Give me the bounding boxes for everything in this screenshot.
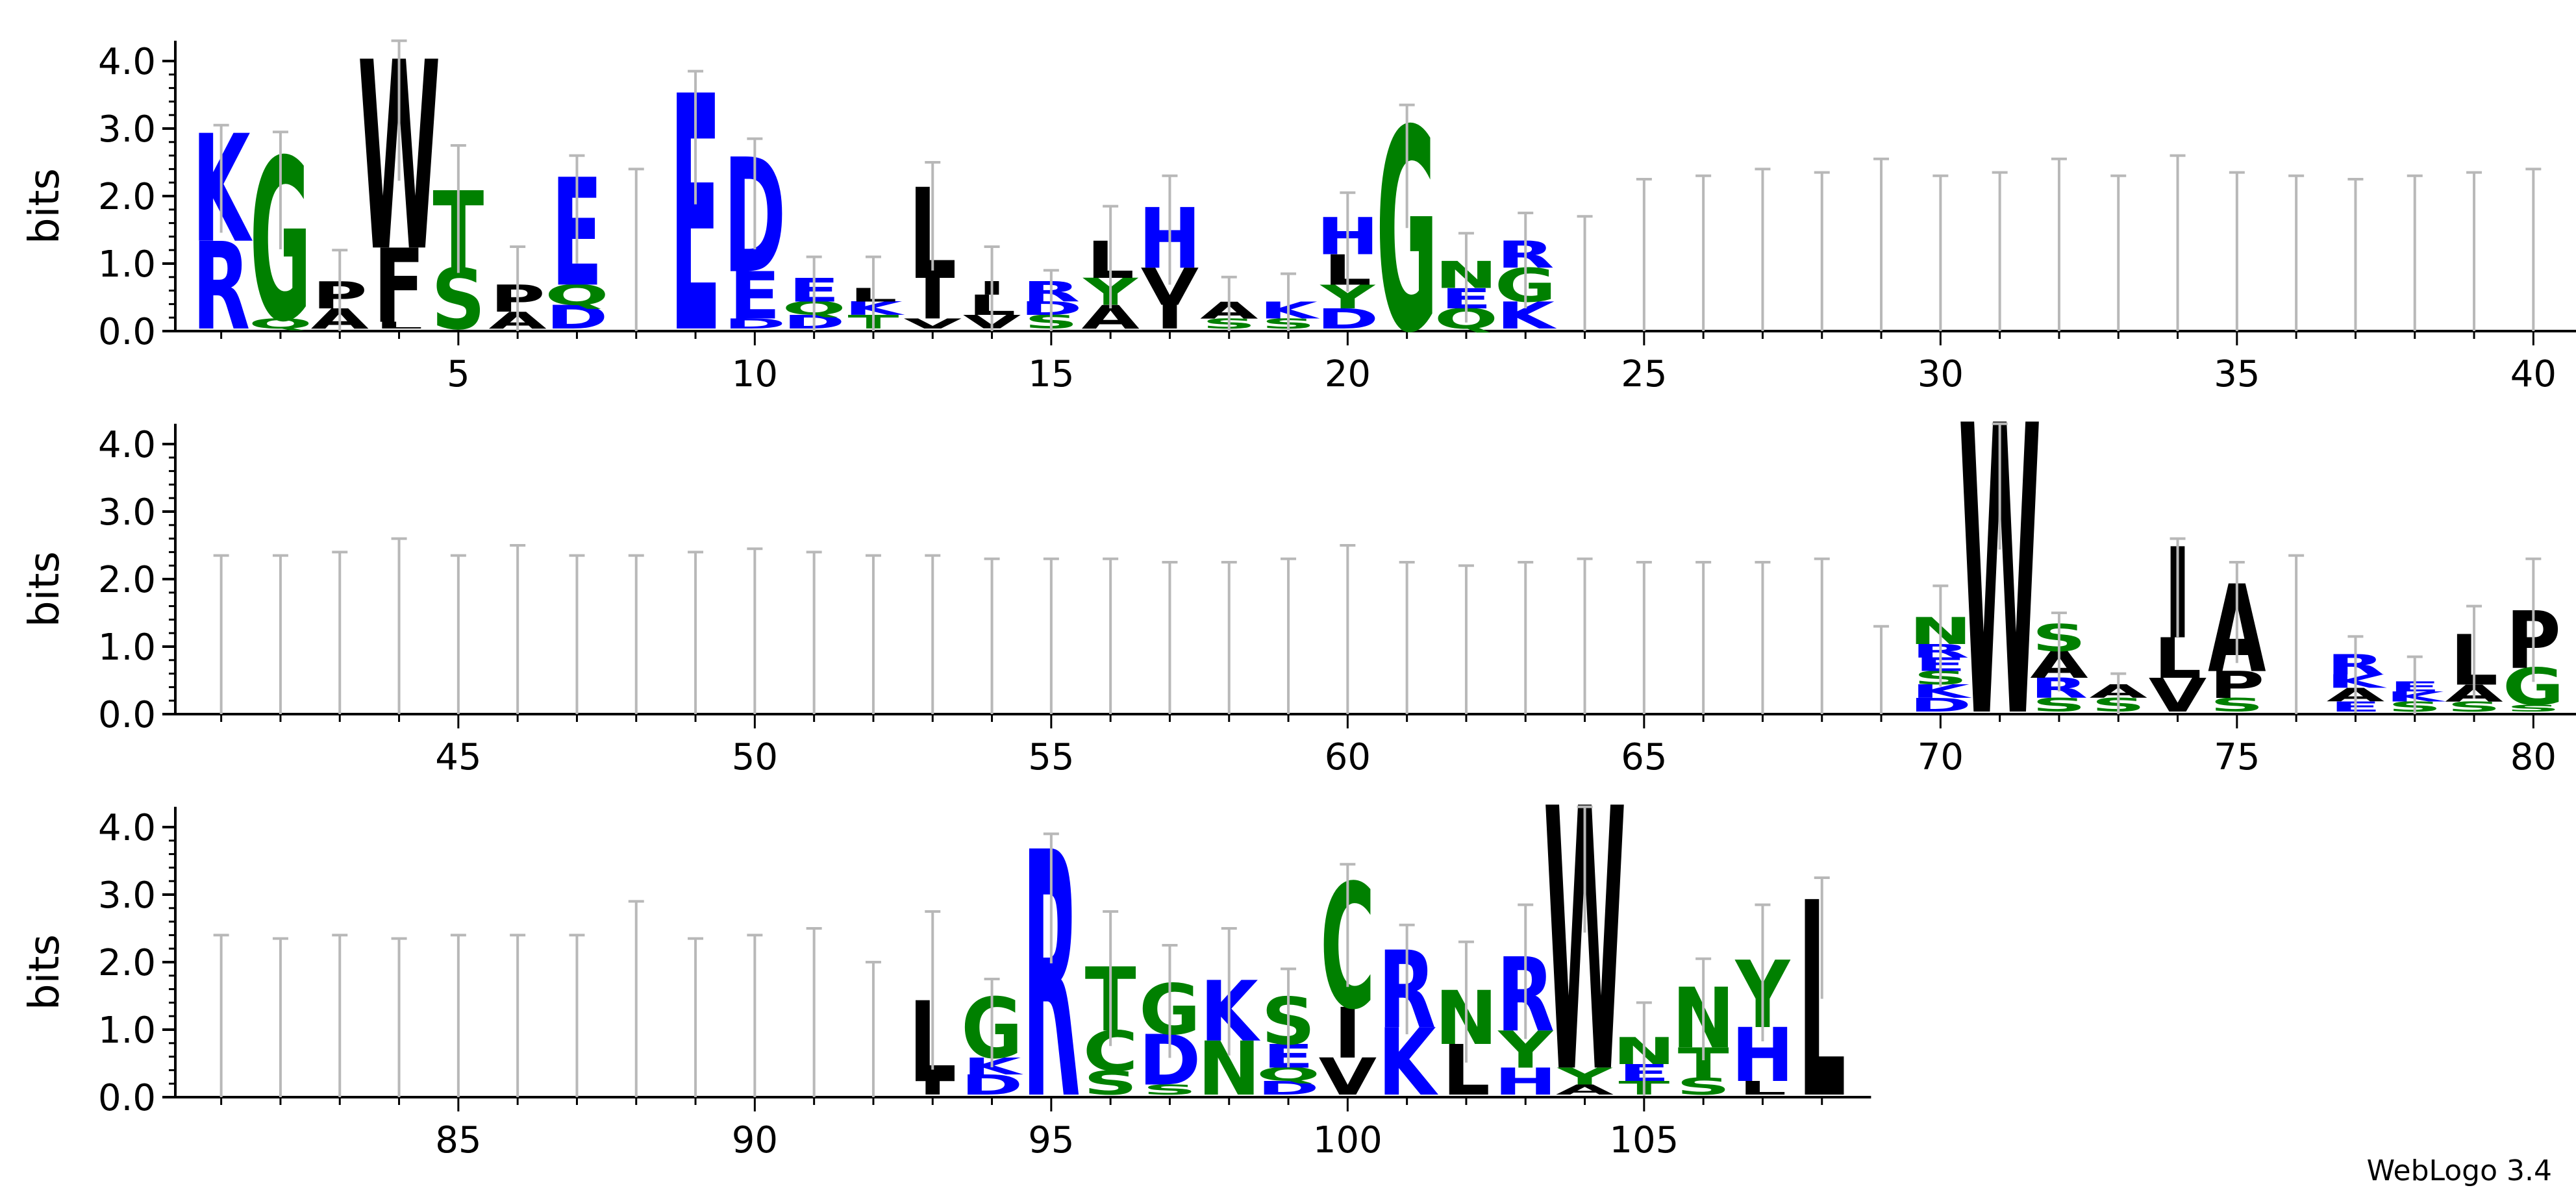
logo-letter: V [903,316,962,332]
x-tick-label: 65 [1621,736,1667,778]
x-tick-label: 105 [1609,1119,1679,1161]
logo-letter: S [1676,1074,1730,1100]
y-tick-label: 0.0 [98,1077,156,1119]
x-tick-label: 25 [1621,353,1667,395]
y-tick-label: 3.0 [98,491,156,534]
y-tick-label: 4.0 [98,424,156,466]
y-axis-title: bits [21,168,69,244]
x-tick-label: 55 [1028,736,1074,778]
logo-letter: W [1958,343,2042,806]
logo-letter: Q [1257,1064,1320,1085]
x-tick-label: 80 [2510,736,2557,778]
logo-letter: Q [545,279,608,312]
y-tick-label: 1.0 [98,1010,156,1052]
logo-letter: Q [249,316,312,332]
logo-letter: I [1156,299,1184,336]
y-tick-label: 2.0 [98,559,156,601]
x-tick-label: 5 [447,353,470,395]
x-tick-label: 100 [1313,1119,1382,1161]
y-tick-label: 1.0 [98,626,156,669]
logo-letter: S [2447,699,2501,715]
y-tick-label: 4.0 [98,807,156,849]
x-tick-label: 95 [1028,1119,1074,1161]
x-tick-label: 60 [1325,736,1371,778]
logo-letter: S [1083,1065,1137,1102]
logo-letter: I [919,267,947,331]
y-axis-title: bits [21,551,69,627]
logo-letter: Y [1557,1063,1613,1090]
y-tick-label: 0.0 [98,311,156,353]
y-axis-title: bits [21,934,69,1010]
logo-letter: V [2149,669,2207,723]
logo-letter: H [1494,1060,1557,1104]
logo-letter: I [1334,994,1362,1074]
logo-letter: F [373,228,425,346]
logo-letter: L [1739,1078,1787,1099]
x-tick-label: 50 [732,736,778,778]
logo-letter: I [919,1078,947,1099]
logo-letter: S [2032,695,2086,716]
logo-letter: W [1544,733,1627,1153]
y-tick-label: 0.0 [98,694,156,736]
x-tick-label: 75 [2214,736,2260,778]
y-tick-label: 3.0 [98,874,156,917]
logo-letter: R [192,218,250,358]
y-tick-label: 1.0 [98,243,156,286]
x-tick-label: 90 [732,1119,778,1161]
x-tick-label: 70 [1918,736,1964,778]
logo-letter: K [1200,963,1261,1060]
logo-letter: S [2210,695,2264,716]
x-tick-label: 20 [1325,353,1371,395]
logo-letter: E [729,259,781,334]
logo-letter: D [1316,303,1379,335]
x-tick-label: 15 [1028,353,1074,395]
logo-letter: V [1319,1048,1377,1107]
logo-letter: P [2209,663,2264,707]
logo-letter: L [375,320,423,331]
logo-letter: S [1143,1082,1197,1098]
logo-letter: D [545,299,608,336]
x-tick-label: 45 [435,736,481,778]
logo-letter: D [1257,1078,1319,1099]
y-tick-label: 2.0 [98,176,156,218]
x-tick-label: 10 [732,353,778,395]
logo-letter: L [2154,626,2202,691]
x-tick-label: 40 [2510,353,2557,395]
x-tick-label: 35 [2214,353,2260,395]
logo-letter: D [723,316,786,332]
y-tick-label: 2.0 [98,942,156,984]
logo-letter: D [1909,695,1971,716]
y-tick-label: 3.0 [98,108,156,151]
logo-letter: D [961,1069,1023,1101]
logo-letter: K [1496,294,1557,338]
x-tick-label: 85 [435,1119,481,1161]
x-tick-label: 30 [1918,353,1964,395]
logo-letter: S [2507,703,2560,714]
logo-letter: A [1556,1082,1614,1098]
weblogo-credit: WebLogo 3.4 [2367,1154,2552,1187]
y-tick-label: 4.0 [98,41,156,83]
